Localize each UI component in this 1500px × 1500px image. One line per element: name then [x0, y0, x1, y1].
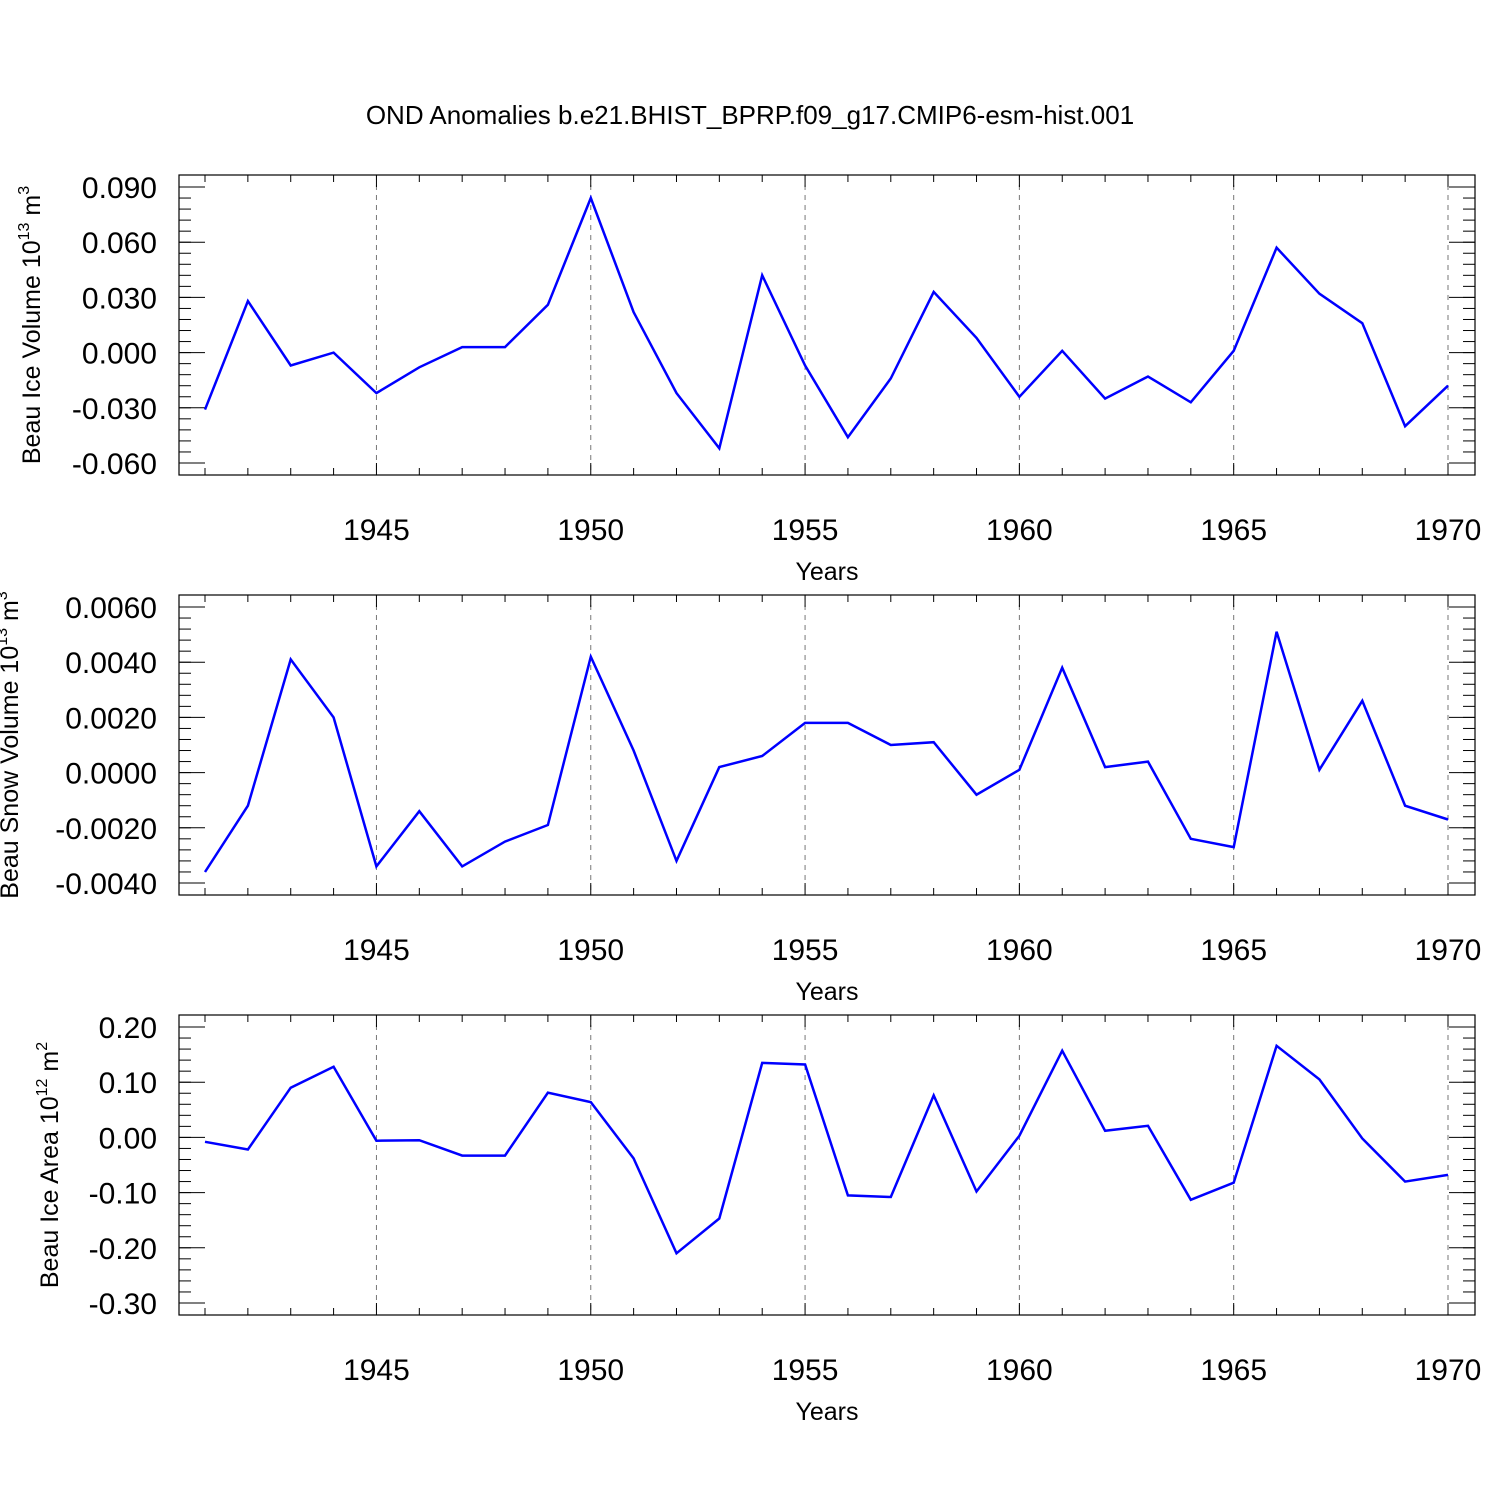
series-line [203, 194, 1449, 452]
x-tick-label: 1955 [772, 934, 839, 967]
x-axis-title: Years [795, 978, 858, 1006]
y-tick-label: -0.030 [72, 393, 157, 426]
x-tick-label: 1945 [343, 934, 410, 967]
x-tick-label: 1945 [343, 1354, 410, 1387]
y-axis-title: Beau Snow Volume 1013 m3 [0, 591, 24, 899]
x-tick-label: 1950 [557, 514, 624, 547]
y-tick-label: 0.0060 [65, 592, 157, 625]
plot-frame [178, 1014, 1476, 1316]
y-tick-label: 0.00 [99, 1122, 157, 1155]
x-tick-label: 1955 [772, 514, 839, 547]
x-tick-label: 1965 [1200, 1354, 1267, 1387]
ice-volume-panel: -0.060 -0.030 0.000 0.030 0.060 0.090 1945 1950… [16, 172, 1481, 586]
x-axis-title: Years [795, 558, 858, 586]
x-tick-label: 1950 [557, 934, 624, 967]
y-axis-title: Beau Ice Volume 1013 m3 [16, 186, 46, 464]
x-tick-label: 1945 [343, 514, 410, 547]
y-tick-label: -0.10 [89, 1178, 157, 1211]
y-tick-label: 0.0040 [65, 647, 157, 680]
series-line [204, 1043, 1449, 1256]
y-tick-label: -0.0020 [55, 813, 157, 846]
x-tick-label: 1950 [557, 1354, 624, 1387]
series-line [203, 631, 1449, 873]
y-tick-label: -0.30 [89, 1288, 157, 1321]
x-axis-title: Years [795, 1398, 858, 1426]
plot-frame [178, 174, 1476, 476]
x-tick-label: 1970 [1415, 1354, 1482, 1387]
y-tick-label: 0.060 [82, 227, 157, 260]
y-tick-label: 0.0020 [65, 702, 157, 735]
x-tick-label: 1960 [986, 514, 1053, 547]
x-tick-label: 1960 [986, 934, 1053, 967]
y-tick-label: -0.0040 [55, 868, 157, 901]
x-tick-label: 1960 [986, 1354, 1053, 1387]
x-tick-label: 1965 [1200, 514, 1267, 547]
y-tick-label: 0.20 [99, 1012, 157, 1045]
y-tick-label: -0.060 [72, 448, 157, 481]
y-tick-label: 0.0000 [65, 758, 157, 791]
x-tick-label: 1970 [1415, 514, 1482, 547]
snow-volume-panel: -0.0040 -0.0020 0.0000 0.0020 0.0040 0.0060 19… [0, 591, 1481, 1006]
ice-area-panel: -0.30 -0.20 -0.10 0.00 0.10 0.20 1945 1950 1955 1… [34, 1012, 1481, 1426]
figure-title: OND Anomalies b.e21.BHIST_BPRP.f09_g17.C… [366, 100, 1134, 130]
y-tick-label: 0.030 [82, 282, 157, 315]
x-tick-label: 1965 [1200, 934, 1267, 967]
y-tick-label: 0.10 [99, 1067, 157, 1100]
y-tick-label: 0.000 [82, 338, 157, 371]
y-axis-title: Beau Ice Area 1012 m2 [34, 1042, 64, 1288]
x-tick-label: 1970 [1415, 934, 1482, 967]
y-tick-label: 0.090 [82, 172, 157, 205]
y-tick-label: -0.20 [89, 1233, 157, 1266]
x-tick-label: 1955 [772, 1354, 839, 1387]
plot-frame [178, 594, 1476, 896]
